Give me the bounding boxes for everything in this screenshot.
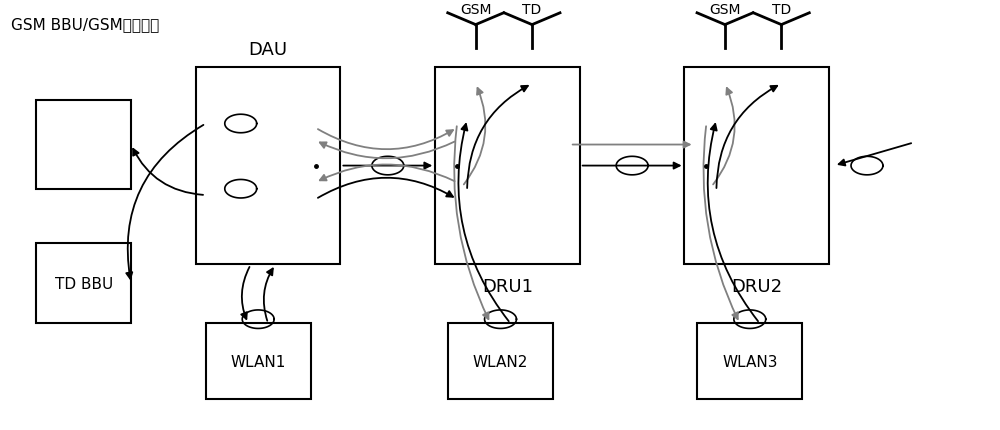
Text: GSM: GSM (709, 3, 741, 17)
Text: TD: TD (772, 3, 791, 17)
Bar (196, 68, 340, 265)
Text: WLAN3: WLAN3 (722, 354, 778, 369)
Text: GSM BBU/GSM耦合天线: GSM BBU/GSM耦合天线 (11, 17, 160, 32)
Text: WLAN1: WLAN1 (230, 354, 286, 369)
Text: TD BBU: TD BBU (55, 276, 113, 291)
Bar (206, 324, 311, 399)
Text: WLAN2: WLAN2 (473, 354, 528, 369)
Text: DAU: DAU (249, 41, 288, 59)
Text: DRU2: DRU2 (731, 277, 782, 295)
Bar (435, 68, 580, 265)
Bar (684, 68, 829, 265)
Bar (448, 324, 553, 399)
Bar (36, 101, 131, 189)
Text: DRU1: DRU1 (482, 277, 533, 295)
Text: TD: TD (522, 3, 542, 17)
Bar (697, 324, 802, 399)
Bar (36, 244, 131, 324)
Text: GSM: GSM (460, 3, 491, 17)
